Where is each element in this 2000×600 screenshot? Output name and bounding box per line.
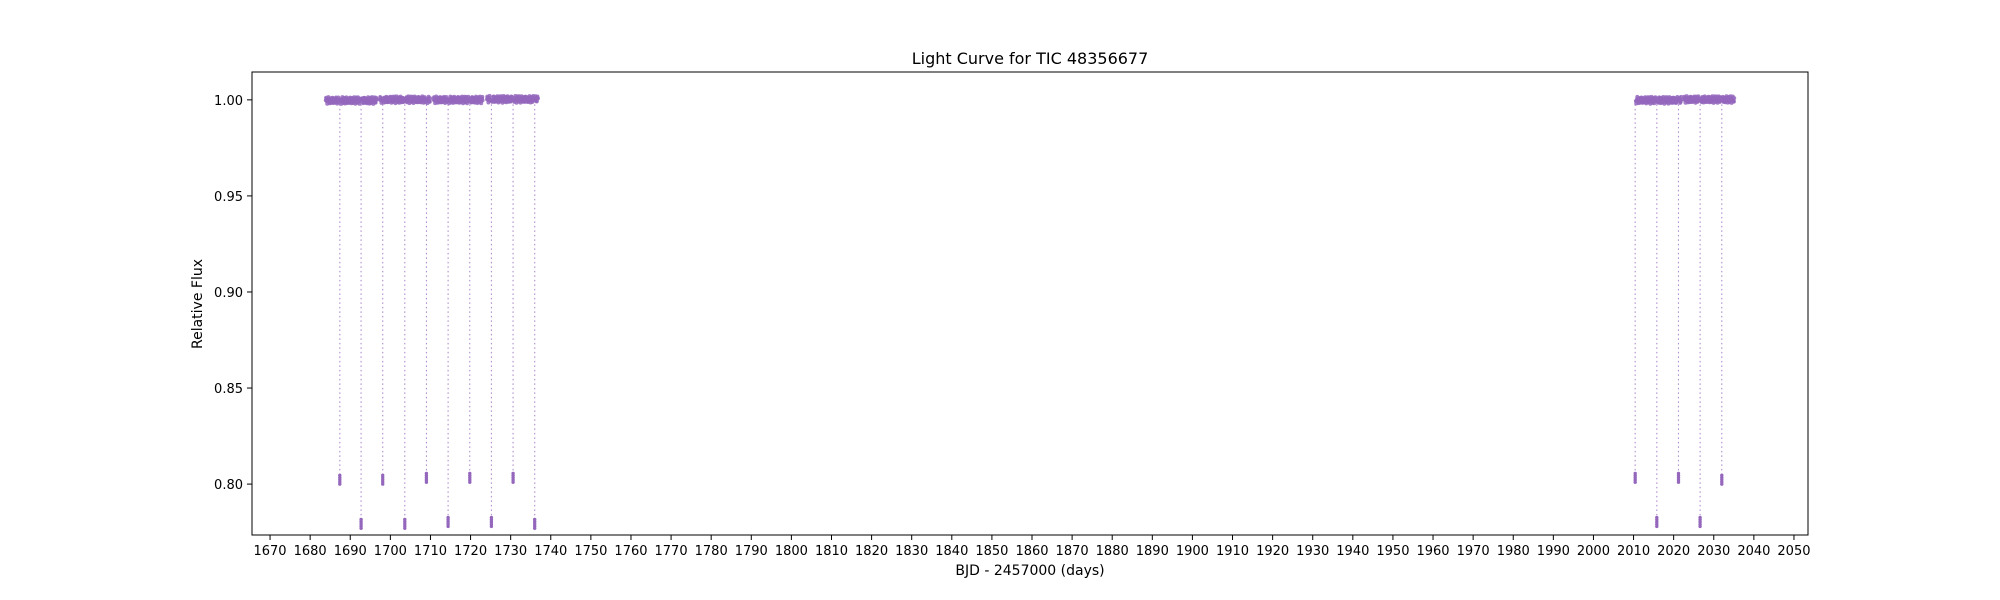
flux-point — [1732, 96, 1737, 101]
x-tick-label: 1880 — [1096, 544, 1129, 559]
flux-point — [480, 98, 485, 103]
x-axis-title: BJD - 2457000 (days) — [955, 563, 1104, 579]
x-tick-label: 1940 — [1336, 544, 1369, 559]
transit-min-point — [533, 517, 537, 522]
x-tick-label: 1980 — [1497, 544, 1530, 559]
transit-min-point — [381, 473, 385, 477]
x-axis: 1670 1680 1690 1700 1710 1720 1730 1740 1750 1760… — [253, 535, 1811, 559]
x-tick-label: 1910 — [1216, 544, 1249, 559]
plot-frame — [251, 71, 1809, 536]
x-tick-label: 1870 — [1056, 544, 1089, 559]
data-points — [323, 93, 1737, 530]
y-tick-label: 0.85 — [214, 382, 243, 397]
x-tick-label: 1760 — [614, 544, 647, 559]
transit-min-point — [1676, 471, 1681, 476]
x-tick-label: 1950 — [1376, 544, 1409, 559]
x-tick-label: 1690 — [334, 544, 367, 559]
y-axis: 0.80 0.85 0.90 0.95 1.00 — [214, 94, 252, 493]
flux-point — [1717, 99, 1722, 104]
transit-min-point — [403, 517, 407, 522]
flux-point — [480, 94, 485, 99]
x-tick-label: 1970 — [1457, 544, 1490, 559]
x-tick-label: 1960 — [1416, 544, 1449, 559]
x-tick-label: 1810 — [815, 544, 848, 559]
x-tick-label: 1720 — [454, 544, 487, 559]
transit-min-point — [359, 517, 363, 522]
y-tick-label: 0.95 — [214, 190, 243, 205]
flux-point — [374, 97, 379, 102]
flux-point — [427, 99, 432, 104]
x-tick-label: 1770 — [655, 544, 688, 559]
transit-min-point — [489, 515, 494, 520]
x-tick-label: 1740 — [534, 544, 567, 559]
x-tick-label: 1890 — [1136, 544, 1169, 559]
x-tick-label: 1790 — [735, 544, 768, 559]
x-tick-label: 2000 — [1577, 544, 1610, 559]
x-tick-label: 1710 — [414, 544, 447, 559]
transit-min-point — [468, 471, 472, 476]
transit-min-point — [1655, 515, 1659, 520]
x-tick-label: 1750 — [574, 544, 607, 559]
x-tick-label: 2030 — [1697, 544, 1730, 559]
x-tick-label: 1920 — [1256, 544, 1289, 559]
x-tick-label: 1730 — [494, 544, 527, 559]
y-tick-label: 1.00 — [214, 94, 243, 109]
x-tick-label: 2040 — [1737, 544, 1770, 559]
chart-title: Light Curve for TIC 48356677 — [912, 49, 1149, 68]
x-tick-label: 1680 — [294, 544, 327, 559]
x-tick-label: 2050 — [1777, 544, 1810, 559]
x-tick-label: 1900 — [1176, 544, 1209, 559]
y-axis-title: Relative Flux — [190, 259, 206, 349]
x-tick-label: 1840 — [935, 544, 968, 559]
transit-min-point — [1698, 515, 1702, 520]
x-tick-label: 1820 — [855, 544, 888, 559]
x-tick-label: 1830 — [895, 544, 928, 559]
x-tick-label: 1930 — [1296, 544, 1329, 559]
x-tick-label: 1850 — [975, 544, 1008, 559]
flux-point — [487, 93, 492, 98]
transit-min-point — [424, 471, 429, 476]
x-tick-label: 1990 — [1537, 544, 1570, 559]
x-tick-label: 1700 — [374, 544, 407, 559]
y-tick-label: 0.90 — [214, 286, 243, 301]
flux-point — [428, 96, 433, 101]
transit-min-point — [1720, 473, 1724, 477]
x-tick-label: 2010 — [1617, 544, 1650, 559]
flux-point — [1679, 97, 1683, 102]
transit-min-point — [446, 515, 450, 520]
flux-point — [1679, 94, 1684, 99]
transit-min-point — [338, 473, 342, 477]
flux-point — [535, 96, 540, 101]
x-tick-label: 2020 — [1657, 544, 1690, 559]
transit-min-point — [1633, 471, 1637, 476]
y-tick-label: 0.80 — [214, 478, 243, 493]
flux-point — [1731, 99, 1736, 104]
x-tick-label: 1670 — [253, 544, 286, 559]
transit-min-point — [511, 471, 515, 476]
flux-point — [357, 101, 362, 106]
x-tick-label: 1780 — [695, 544, 728, 559]
x-tick-label: 1860 — [1015, 544, 1048, 559]
x-tick-label: 1800 — [775, 544, 808, 559]
